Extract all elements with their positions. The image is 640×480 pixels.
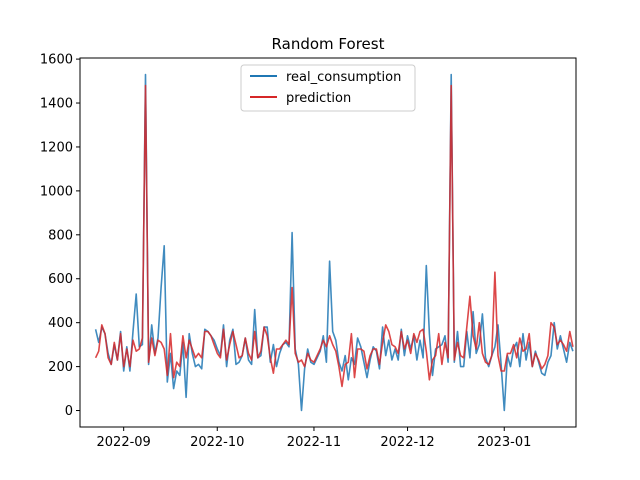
x-tick-label: 2023-01 bbox=[477, 435, 531, 450]
y-tick-label: 0 bbox=[65, 404, 73, 419]
plot-frame bbox=[79, 57, 577, 428]
legend-label-real-consumption: real_consumption bbox=[286, 70, 401, 85]
legend: real_consumption prediction bbox=[240, 64, 416, 112]
x-tick-label: 2022-10 bbox=[190, 435, 244, 450]
x-tick-label: 2022-12 bbox=[380, 435, 434, 450]
y-tick-label: 600 bbox=[48, 272, 73, 287]
x-axis: 2022-09 2022-10 2022-11 2022-12 2023-01 bbox=[97, 427, 531, 450]
series-line-real-consumption bbox=[94, 73, 574, 412]
y-tick-label: 1200 bbox=[40, 140, 73, 155]
y-tick-label: 200 bbox=[48, 360, 73, 375]
chart-title: Random Forest bbox=[272, 35, 385, 53]
x-tick-label: 2022-11 bbox=[287, 435, 341, 450]
y-tick-label: 400 bbox=[48, 316, 73, 331]
legend-label-prediction: prediction bbox=[286, 91, 351, 106]
y-tick-label: 800 bbox=[48, 228, 73, 243]
y-tick-label: 1000 bbox=[40, 184, 73, 199]
y-tick-label: 1600 bbox=[40, 53, 73, 68]
y-tick-label: 1400 bbox=[40, 97, 73, 112]
plot-lines bbox=[94, 73, 574, 412]
legend-box bbox=[240, 64, 416, 112]
x-tick-label: 2022-09 bbox=[97, 435, 151, 450]
y-axis: 0 200 400 600 800 1000 1200 1400 1600 bbox=[40, 53, 80, 419]
series-line-prediction bbox=[94, 84, 574, 388]
